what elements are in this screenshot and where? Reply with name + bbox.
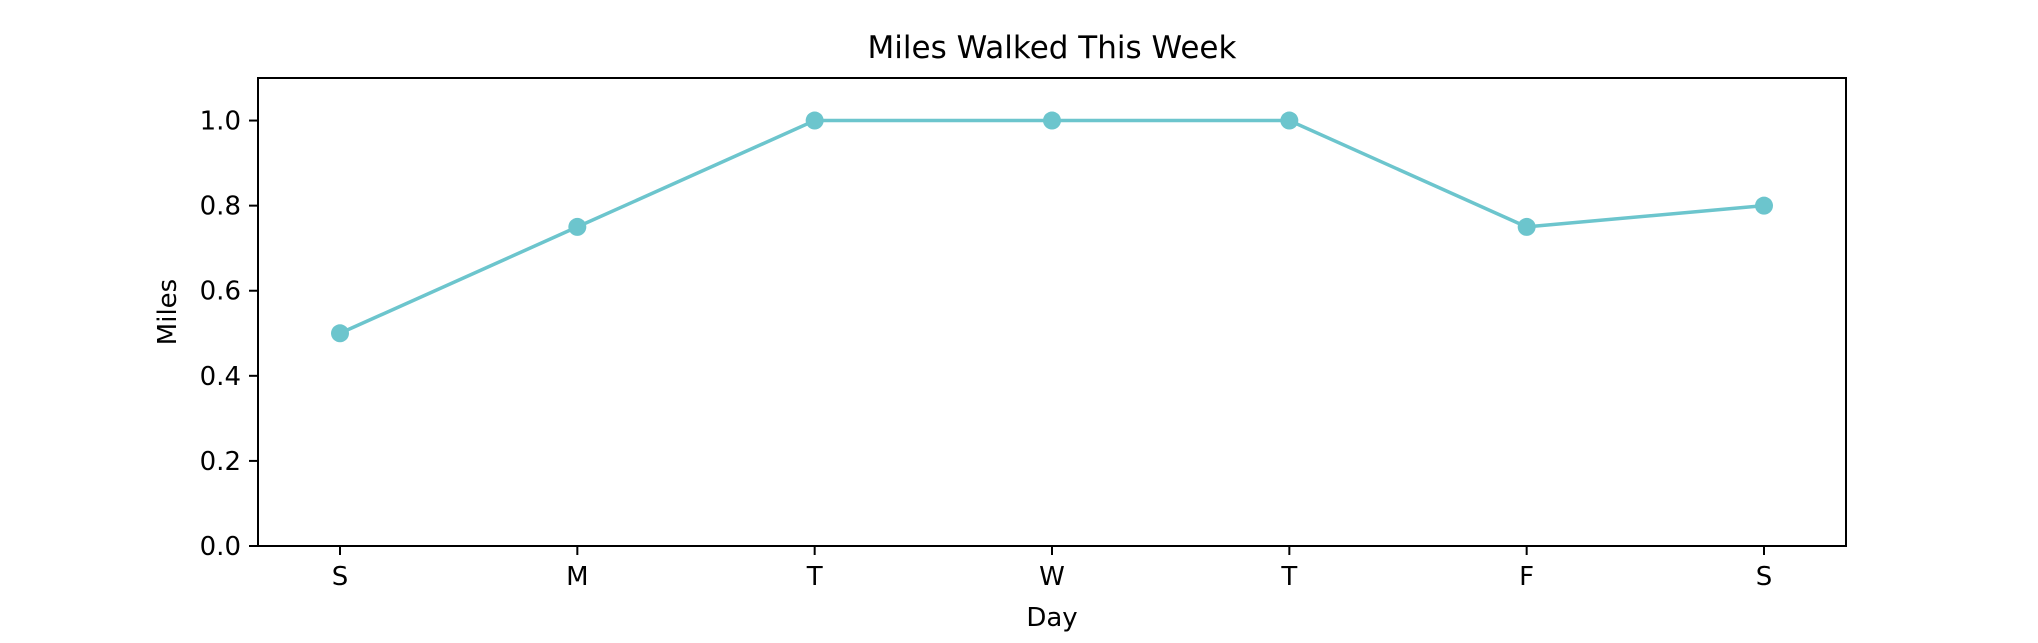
data-point: [805, 111, 824, 130]
x-tick-label: M: [566, 562, 588, 592]
data-point: [1280, 111, 1299, 130]
series-group: [331, 111, 1773, 343]
chart-title: Miles Walked This Week: [868, 30, 1237, 66]
data-point: [1517, 217, 1536, 236]
data-point: [1755, 196, 1773, 215]
x-tick-label: T: [1280, 562, 1297, 592]
y-tick-label: 0.4: [200, 362, 241, 392]
x-tick-label: S: [1756, 562, 1773, 592]
y-axis-label: Miles: [153, 279, 183, 345]
x-tick-label: W: [1039, 562, 1065, 592]
plot-frame: [257, 77, 1847, 547]
x-tick-label: F: [1519, 562, 1534, 592]
y-tick-label: 0.0: [200, 532, 241, 562]
series-line: [339, 118, 1765, 335]
y-tick-label: 0.8: [200, 192, 241, 222]
x-axis-label: Day: [1026, 603, 1077, 633]
y-tick-label: 0.2: [200, 447, 241, 477]
y-tick-label: 0.6: [200, 277, 241, 307]
x-tick-label: S: [332, 562, 349, 592]
data-point: [331, 324, 349, 343]
data-point: [1043, 111, 1061, 130]
data-point: [568, 217, 587, 236]
y-axis-ticks: 0.0 0.2 0.4 0.6 0.8 1.0: [200, 107, 258, 562]
x-tick-label: T: [806, 562, 823, 592]
y-tick-label: 1.0: [200, 107, 241, 137]
